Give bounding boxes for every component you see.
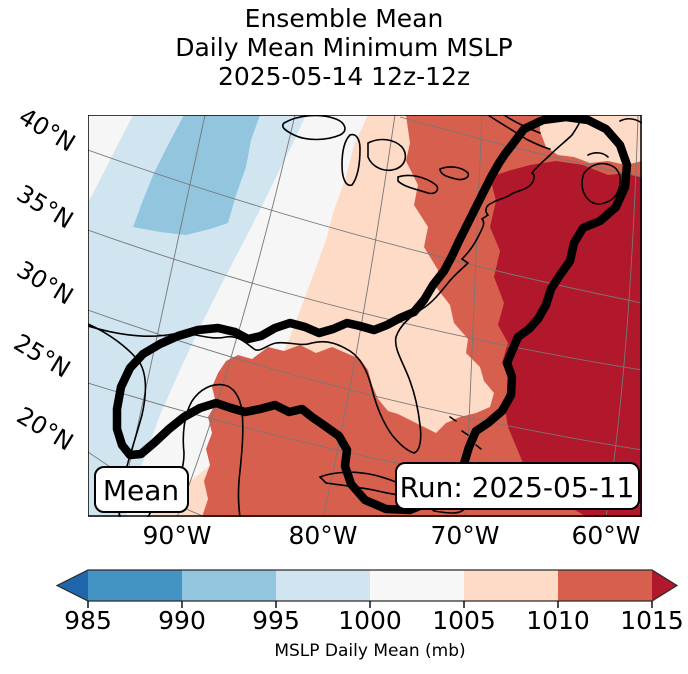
- lake-huron: [367, 138, 407, 172]
- colorbar: [0, 558, 688, 616]
- coast-nova-scotia: [581, 162, 622, 205]
- lat-tick-30n: 30°N: [11, 255, 79, 311]
- coast-st-lawrence-south: [487, 115, 551, 150]
- colorbar-axis-label: MSLP Daily Mean (mb): [274, 641, 466, 661]
- lon-tick-80w: 80°W: [288, 521, 358, 550]
- title-line-2: Daily Mean Minimum MSLP: [175, 33, 513, 62]
- field-over-1015: [490, 161, 642, 517]
- lon-tick-90w: 90°W: [142, 521, 212, 550]
- parallel-45n: [399, 116, 642, 178]
- colorbar-over-arrow: [652, 570, 677, 601]
- mean-box: [94, 466, 189, 513]
- parallel-40n: [88, 149, 642, 304]
- mean-box-label: Mean: [103, 474, 179, 507]
- meridian-90w: [176, 115, 296, 517]
- cbar-tick-1010: 1010: [526, 606, 590, 635]
- lat-tick-25n: 25°N: [8, 328, 76, 384]
- annotation-boxes: Mean Run: 2025-05-11: [94, 462, 640, 513]
- colorbar-seg-1000-1005: [370, 570, 464, 601]
- colorbar-seg-995-1000: [276, 570, 370, 601]
- parallel-35n: [88, 229, 642, 371]
- cbar-tick-995: 995: [252, 606, 300, 635]
- cbar-tick-990: 990: [158, 606, 206, 635]
- run-box: [395, 462, 640, 510]
- title-line-3: 2025-05-14 12z-12z: [217, 62, 471, 91]
- colorbar-seg-990-995: [182, 570, 276, 601]
- colorbar-ticks: [87, 601, 653, 608]
- map-border: [88, 115, 642, 517]
- title-line-1: Ensemble Mean: [244, 4, 444, 33]
- coast-bahamas: [449, 416, 482, 450]
- coast-gulf-eastcoast: [88, 116, 583, 454]
- lat-tick-20n: 20°N: [11, 401, 79, 457]
- field-990-995: [133, 115, 260, 235]
- mslp-map: Mean Run: 2025-05-11: [88, 115, 642, 517]
- colorbar-under-arrow: [57, 570, 88, 601]
- colorbar-svg: [55, 569, 679, 608]
- lake-erie: [397, 174, 439, 195]
- lake-ontario: [439, 166, 470, 181]
- lon-tick-60w: 60°W: [571, 521, 641, 550]
- meridian-100w: [117, 115, 206, 517]
- lat-tick-40n: 40°N: [13, 102, 81, 158]
- cbar-tick-1000: 1000: [338, 606, 402, 635]
- map-panel: Mean Run: 2025-05-11: [88, 115, 642, 517]
- lake-michigan: [341, 133, 361, 187]
- colorbar-seg-1010-1015: [558, 570, 652, 601]
- lat-tick-35n: 35°N: [11, 179, 79, 235]
- field-1005-1010-northeast: [540, 115, 642, 165]
- cbar-tick-985: 985: [64, 606, 112, 635]
- chart-title: Ensemble Mean Daily Mean Minimum MSLP 20…: [0, 4, 688, 91]
- lon-tick-70w: 70°W: [430, 521, 500, 550]
- highlight-contour: [112, 115, 632, 515]
- colorbar-seg-1005-1010: [464, 570, 558, 601]
- run-box-label: Run: 2025-05-11: [400, 471, 635, 504]
- cbar-tick-1015: 1015: [620, 606, 684, 635]
- coast-pei: [587, 152, 609, 158]
- cbar-tick-1005: 1005: [432, 606, 496, 635]
- lake-superior: [281, 115, 346, 141]
- colorbar-seg-985-990: [88, 570, 182, 601]
